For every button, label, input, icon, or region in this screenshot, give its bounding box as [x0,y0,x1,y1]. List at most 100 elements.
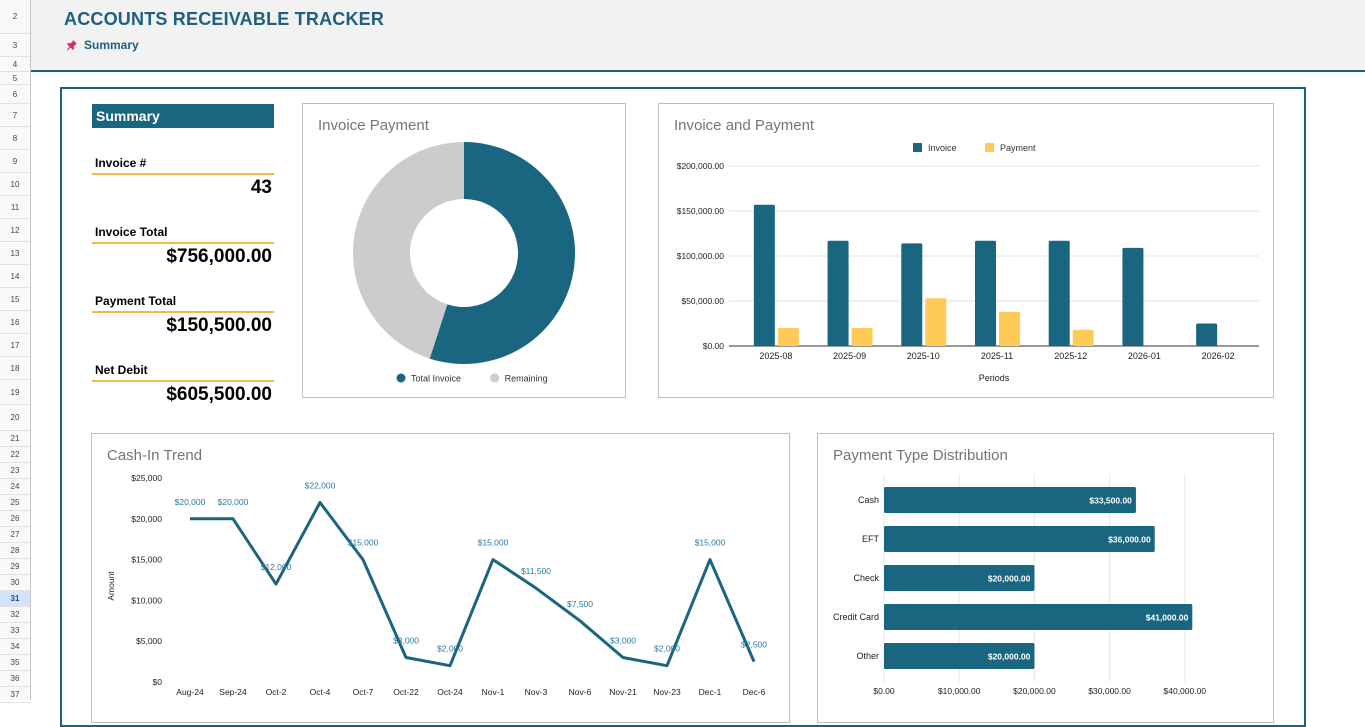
row-number[interactable]: 3 [0,34,30,57]
y-tick-label: $100,000.00 [677,251,725,261]
data-label: $2,000 [437,644,463,654]
row-number[interactable]: 19 [0,380,30,405]
bar[interactable] [884,526,1155,552]
kpi-label: Invoice # [95,156,147,170]
row-number[interactable]: 2 [0,0,30,34]
row-number[interactable]: 13 [0,242,30,265]
bar[interactable] [1072,329,1094,346]
legend-label: Invoice [928,143,957,153]
bar[interactable] [999,311,1020,346]
bar[interactable] [1048,240,1070,346]
row-number[interactable]: 18 [0,357,30,380]
x-tick-label: 2025-12 [1054,351,1087,361]
bar[interactable] [884,643,1035,669]
row-number[interactable]: 33 [0,623,30,639]
bar[interactable] [1122,247,1144,346]
x-tick-label: 2025-09 [833,351,866,361]
row-number[interactable]: 21 [0,431,30,447]
trend-line[interactable] [190,500,756,668]
chart-title: Invoice Payment [318,117,429,134]
x-tick-label: $10,000.00 [938,686,981,696]
kpi-value: $605,500.00 [166,384,272,405]
x-tick-label: Dec-1 [699,687,722,697]
cash-in-trend-chart[interactable]: Cash-In Trend $0 $5,000 $10,000 $15,000 $20,… [91,433,790,723]
y-tick-label: $150,000.00 [677,206,725,216]
row-number[interactable]: 34 [0,639,30,655]
row-number[interactable]: 8 [0,127,30,150]
bar[interactable] [851,328,873,346]
row-number[interactable]: 11 [0,196,30,219]
bar-chart-svg: $0.00 $10,000.00 $20,000.00 $30,000.00 $40,0… [833,474,1206,696]
y-tick-label: $50,000.00 [681,296,724,306]
kpi-invoice-total[interactable]: Invoice Total $756,000.00 [92,197,274,267]
page-title: ACCOUNTS RECEIVABLE TRACKER [64,9,385,29]
row-number[interactable]: 28 [0,543,30,559]
y-tick-label: Other [856,651,879,661]
data-label: $7,500 [567,599,593,609]
data-label: $3,000 [610,636,636,646]
bar[interactable] [884,487,1136,513]
row-number[interactable]: 32 [0,607,30,623]
row-number[interactable]: 35 [0,655,30,671]
row-number[interactable]: 31 [0,591,30,607]
invoice-payment-chart[interactable]: Invoice Payment Total Invoice Remaining [302,103,626,398]
payment-type-distribution-chart[interactable]: Payment Type Distribution $0.00 $10,000.0… [817,433,1274,723]
y-tick-label: $0 [153,677,163,687]
x-axis-title: Periods [979,373,1010,383]
legend-swatch [913,143,922,152]
kpi-net-debit[interactable]: Net Debit $605,500.00 [92,335,274,405]
row-number[interactable]: 24 [0,479,30,495]
donut-slice[interactable] [353,142,464,359]
x-tick-label: Oct-7 [353,687,374,697]
data-label: $22,000 [305,480,336,490]
invoice-and-payment-chart[interactable]: Invoice and Payment $0.00 $50,000.00 $100,… [658,103,1274,398]
row-number[interactable]: 7 [0,104,30,127]
bar[interactable] [753,204,775,346]
row-number[interactable]: 17 [0,334,30,357]
row-number[interactable]: 10 [0,173,30,196]
row-number[interactable]: 36 [0,671,30,687]
row-number[interactable]: 30 [0,575,30,591]
row-number[interactable]: 27 [0,527,30,543]
row-number[interactable]: 9 [0,150,30,173]
row-header-gutter: 2 3 4 5 6 7 8 9 10 11 12 13 14 15 16 17 18 19 20 21 22 23 24 25… [0,0,31,703]
y-tick-label: Credit Card [833,612,879,622]
bar[interactable] [1196,323,1218,347]
line-chart-svg: $0 $5,000 $10,000 $15,000 $20,000 $25,000 Amou… [106,473,767,697]
subtitle-text: Summary [84,38,139,52]
x-tick-label: $0.00 [873,686,895,696]
chart-title: Invoice and Payment [674,117,815,134]
row-number[interactable]: 15 [0,288,30,311]
row-number[interactable]: 23 [0,463,30,479]
y-tick-label: EFT [862,534,880,544]
row-number[interactable]: 29 [0,559,30,575]
data-label: $20,000 [175,497,206,507]
row-number[interactable]: 4 [0,57,30,72]
bar[interactable] [901,243,923,346]
x-tick-label: 2026-01 [1128,351,1161,361]
row-number[interactable]: 6 [0,85,30,104]
row-number[interactable]: 5 [0,72,30,85]
bar[interactable] [884,565,1035,591]
x-tick-label: Oct-24 [437,687,463,697]
bar[interactable] [884,604,1193,630]
data-label: $11,500 [521,566,551,576]
kpi-payment-total[interactable]: Payment Total $150,500.00 [92,266,274,336]
row-number[interactable]: 20 [0,405,30,431]
row-number[interactable]: 14 [0,265,30,288]
bar[interactable] [777,328,799,346]
kpi-invoice-count[interactable]: Invoice # 43 [92,128,274,198]
x-tick-label: Nov-3 [525,687,548,697]
bar[interactable] [827,240,849,346]
bar[interactable] [975,240,996,346]
row-number[interactable]: 26 [0,511,30,527]
donut-slice[interactable] [429,142,575,364]
row-number[interactable]: 12 [0,219,30,242]
bar[interactable] [925,298,947,346]
row-number[interactable]: 37 [0,687,30,703]
row-number[interactable]: 16 [0,311,30,334]
kpi-label: Payment Total [95,294,177,308]
row-number[interactable]: 25 [0,495,30,511]
data-label: $36,000.00 [1108,535,1151,545]
row-number[interactable]: 22 [0,447,30,463]
